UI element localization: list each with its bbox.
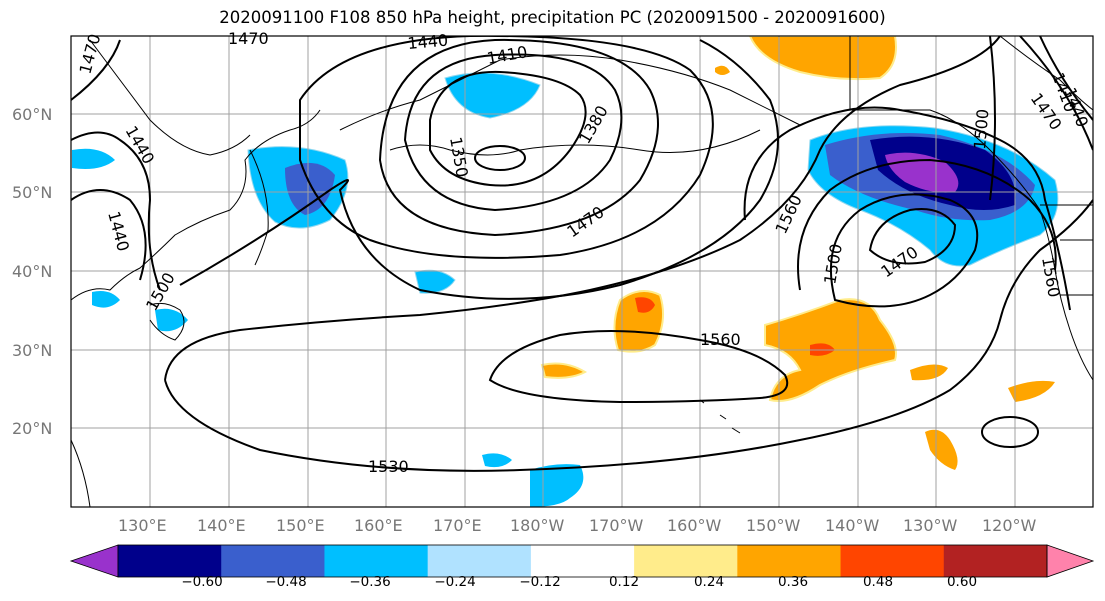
lat-label: 30°N: [12, 341, 52, 360]
longitude-labels: 130°E 140°E 150°E 160°E 170°E 180°W 170°…: [118, 516, 1037, 535]
colorbar-tick-label: −0.60: [181, 574, 222, 590]
colorbar-segment: [118, 545, 222, 577]
colorbar-tick-label: −0.36: [349, 574, 390, 590]
lat-label: 60°N: [12, 105, 52, 124]
lon-label: 170°W: [589, 516, 644, 535]
lon-label: 130°E: [118, 516, 167, 535]
precip-positive-shading: [540, 36, 1055, 470]
contour-label: 1440: [407, 31, 449, 53]
colorbar-frame: [117, 544, 1048, 578]
lon-label: 130°W: [903, 516, 958, 535]
lon-label: 140°E: [197, 516, 246, 535]
colorbar-tick-label: 0.36: [778, 574, 808, 590]
lon-label: 150°E: [276, 516, 325, 535]
colorbar-tick-label: 0.12: [609, 574, 639, 590]
colorbar-tick-label: −0.48: [265, 574, 306, 590]
lat-label: 50°N: [12, 183, 52, 202]
map-title: 2020091100 F108 850 hPa height, precipit…: [219, 8, 886, 27]
colorbar-tick-label: 0.48: [863, 574, 893, 590]
lon-label: 180°W: [510, 516, 565, 535]
latitude-labels: 60°N 50°N 40°N 30°N 20°N: [12, 105, 52, 438]
lon-label: 150°W: [746, 516, 801, 535]
colorbar-extend-low: [69, 544, 119, 578]
colorbar-segment: [943, 545, 1048, 577]
colorbar-tick-label: 0.24: [694, 574, 724, 590]
colorbar-tick-label: −0.12: [519, 574, 560, 590]
lon-label: 160°E: [354, 516, 403, 535]
colorbar-segment: [530, 545, 635, 577]
colorbar-extend-high: [1046, 544, 1095, 578]
height-contours: [71, 36, 1093, 472]
lat-label: 40°N: [12, 262, 52, 281]
colorbar-segment: [840, 545, 945, 577]
lon-label: 120°W: [982, 516, 1037, 535]
colorbar-tick-label: 0.60: [947, 574, 977, 590]
lat-label: 20°N: [12, 419, 52, 438]
lon-label: 160°W: [667, 516, 722, 535]
colorbar-segment: [737, 545, 842, 577]
contour-label: 1560: [700, 330, 741, 349]
colorbar-tick-labels: −0.60 −0.48 −0.36 −0.24 −0.12 0.12 0.24 …: [181, 574, 977, 590]
colorbar: [69, 544, 1095, 578]
colorbar-segment: [221, 545, 325, 577]
colorbar-segment: [324, 545, 429, 577]
colorbar-tick-label: −0.24: [434, 574, 475, 590]
lon-label: 170°E: [433, 516, 482, 535]
contour-label: 1470: [228, 29, 269, 48]
contour-label: 1530: [368, 457, 409, 476]
contour-label: 1500: [970, 108, 992, 150]
colorbar-segment: [634, 545, 738, 577]
lon-label: 140°W: [825, 516, 880, 535]
colorbar-segment: [427, 545, 532, 577]
map-frame: [70, 35, 1094, 508]
